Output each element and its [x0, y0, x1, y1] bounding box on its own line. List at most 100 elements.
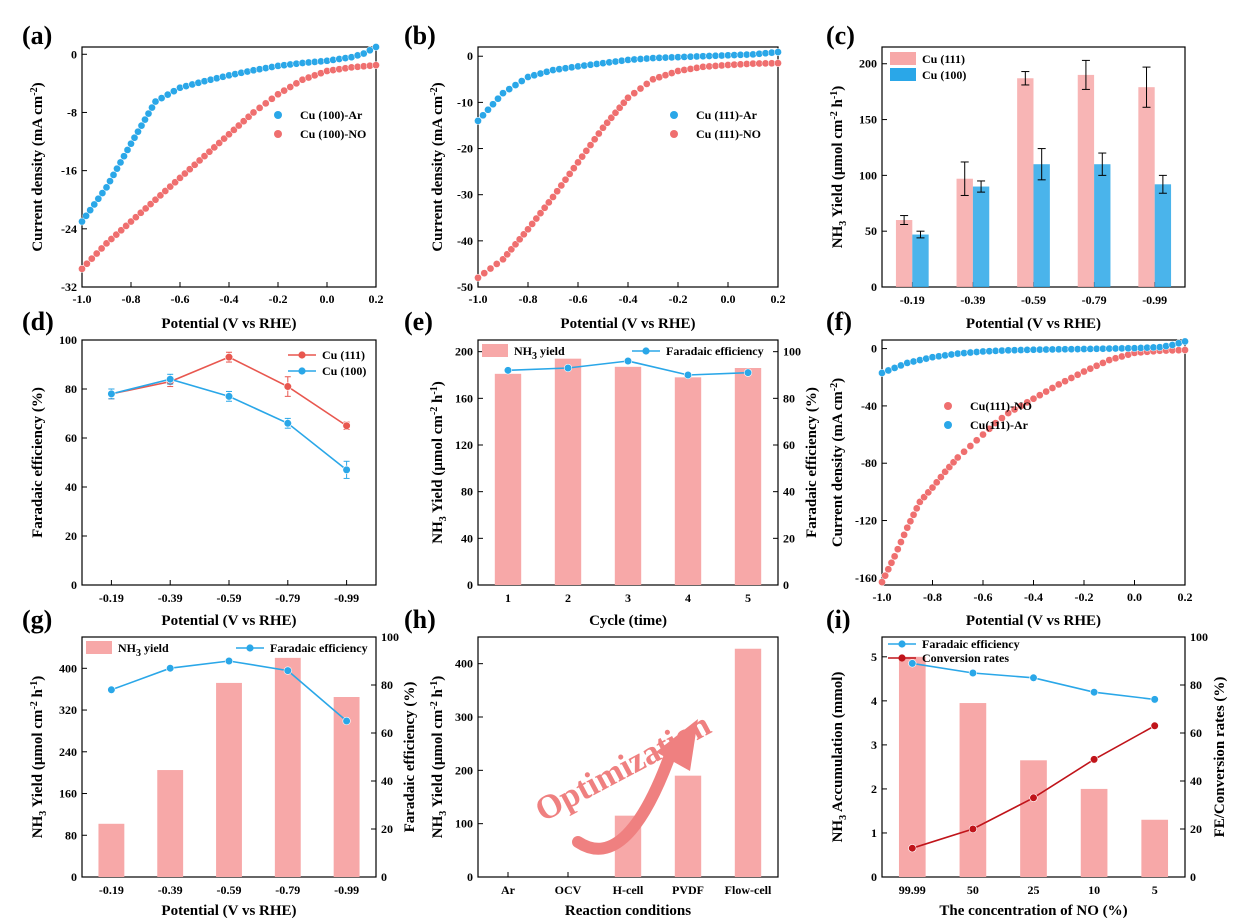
data-point [630, 89, 639, 98]
legend-swatch [86, 641, 112, 654]
data-point [286, 83, 295, 91]
x-tick-label: 10 [1088, 883, 1100, 897]
data-point [603, 118, 612, 127]
x-tick-label: -0.8 [122, 292, 141, 306]
y2-tick-label: 100 [381, 630, 399, 644]
label-segment: yield [141, 641, 169, 655]
data-point [532, 214, 541, 223]
data-point [1067, 374, 1076, 382]
data-point [479, 111, 487, 120]
data-point [1118, 352, 1126, 361]
legend-label: NH3 yield [514, 344, 565, 362]
x-tick-label: PVDF [672, 883, 704, 897]
legend-swatch [890, 68, 916, 81]
label-segment: - [829, 96, 840, 99]
x-tick-label: -0.59 [1021, 293, 1046, 307]
y2-tick-label: 40 [1190, 774, 1202, 788]
label-segment: Cu(111)-NO [970, 399, 1032, 413]
label-segment: yield [537, 344, 565, 358]
data-point [549, 193, 557, 201]
y-tick-label: 0 [71, 578, 77, 592]
y-tick-label: 200 [455, 763, 473, 777]
y-tick-label: 0 [467, 49, 473, 63]
y-tick-label: -16 [61, 164, 77, 178]
y2-tick-label: 100 [783, 345, 801, 359]
data-point [1168, 341, 1177, 349]
panel-label-e: (e) [404, 307, 433, 336]
line-marker [166, 375, 175, 384]
bar [734, 648, 762, 877]
label-segment: h [30, 688, 46, 701]
data-point [1080, 367, 1088, 376]
data-point [774, 59, 782, 68]
y-tick-label: 160 [455, 391, 473, 405]
bar [1020, 760, 1047, 877]
line-marker [908, 659, 917, 668]
label-segment: Current density (mA cm [830, 391, 846, 547]
label-segment: - [429, 412, 440, 415]
legend-label: Conversion rates [922, 651, 1009, 665]
data-point [78, 264, 86, 273]
label-segment: - [29, 92, 40, 95]
y-axis-label: NH3 Accumulation (mmol) [830, 672, 849, 843]
data-point [1181, 346, 1189, 354]
label-segment: - [429, 686, 440, 689]
data-point [86, 206, 95, 215]
panel-label-a: (a) [22, 21, 52, 50]
data-point [906, 517, 915, 526]
legend-label: NH3 yield [118, 641, 169, 659]
label-segment: Cu(111)-Ar [970, 418, 1029, 432]
x-tick-label: -0.19 [99, 883, 124, 897]
panel-label-b: (b) [404, 21, 436, 50]
data-point [511, 240, 520, 249]
y2-tick-label: 40 [381, 774, 393, 788]
x-tick-label: 2 [565, 591, 571, 605]
data-point [519, 230, 528, 239]
line-marker [563, 363, 573, 373]
data-point [599, 123, 607, 132]
label-segment: ) [30, 82, 46, 87]
data-point [1010, 405, 1019, 414]
data-point [215, 139, 224, 147]
data-point [544, 198, 553, 207]
data-point [157, 94, 166, 102]
x-tick-label: -0.19 [900, 293, 925, 307]
legend-swatch [890, 52, 916, 65]
data-point [474, 116, 482, 125]
label-segment: 2 [29, 701, 40, 706]
data-point [292, 79, 301, 88]
data-point [991, 419, 1000, 427]
data-point [1099, 359, 1107, 367]
panel-a: (a) 0 -8 -16 -24 -32-1.0 -0.8 -0.6 -0.4 -0.2 0.0 0.… [22, 21, 384, 332]
label-segment: Potential (V vs RHE) [560, 316, 695, 332]
data-point [1004, 409, 1013, 417]
data-point [524, 225, 532, 234]
data-point [909, 357, 918, 366]
x-tick-label: -0.39 [960, 293, 985, 307]
y-tick-label: 150 [859, 113, 877, 127]
data-point [499, 89, 507, 98]
data-point [141, 115, 149, 124]
label-segment: 2 [429, 701, 440, 706]
label-segment: Cu (111) [922, 52, 965, 66]
data-point [937, 473, 945, 481]
x-tick-label: 0.2 [771, 292, 786, 306]
data-point [136, 208, 145, 217]
data-point [230, 126, 238, 134]
line-marker [1029, 673, 1038, 682]
x-tick-label: -0.19 [99, 591, 124, 605]
y-tick-label: 80 [65, 828, 77, 842]
data-point [674, 67, 682, 75]
label-segment: NH [118, 641, 137, 655]
label-segment: - [829, 116, 840, 119]
panel-e: (e) 0 40 80 120 160 200 1 2 3 4 5 0 20 40 60 80 100 Cycle … [404, 307, 820, 629]
label-segment: Faradaic efficiency [666, 344, 764, 358]
legend-label: Cu (111) [322, 348, 365, 362]
x-tick-label: -0.8 [923, 590, 942, 604]
data-point [893, 545, 902, 554]
label-segment: Cu (100)-Ar [300, 108, 363, 122]
data-point [941, 351, 949, 360]
data-point [680, 66, 689, 74]
y2-tick-label: 60 [1190, 726, 1202, 740]
